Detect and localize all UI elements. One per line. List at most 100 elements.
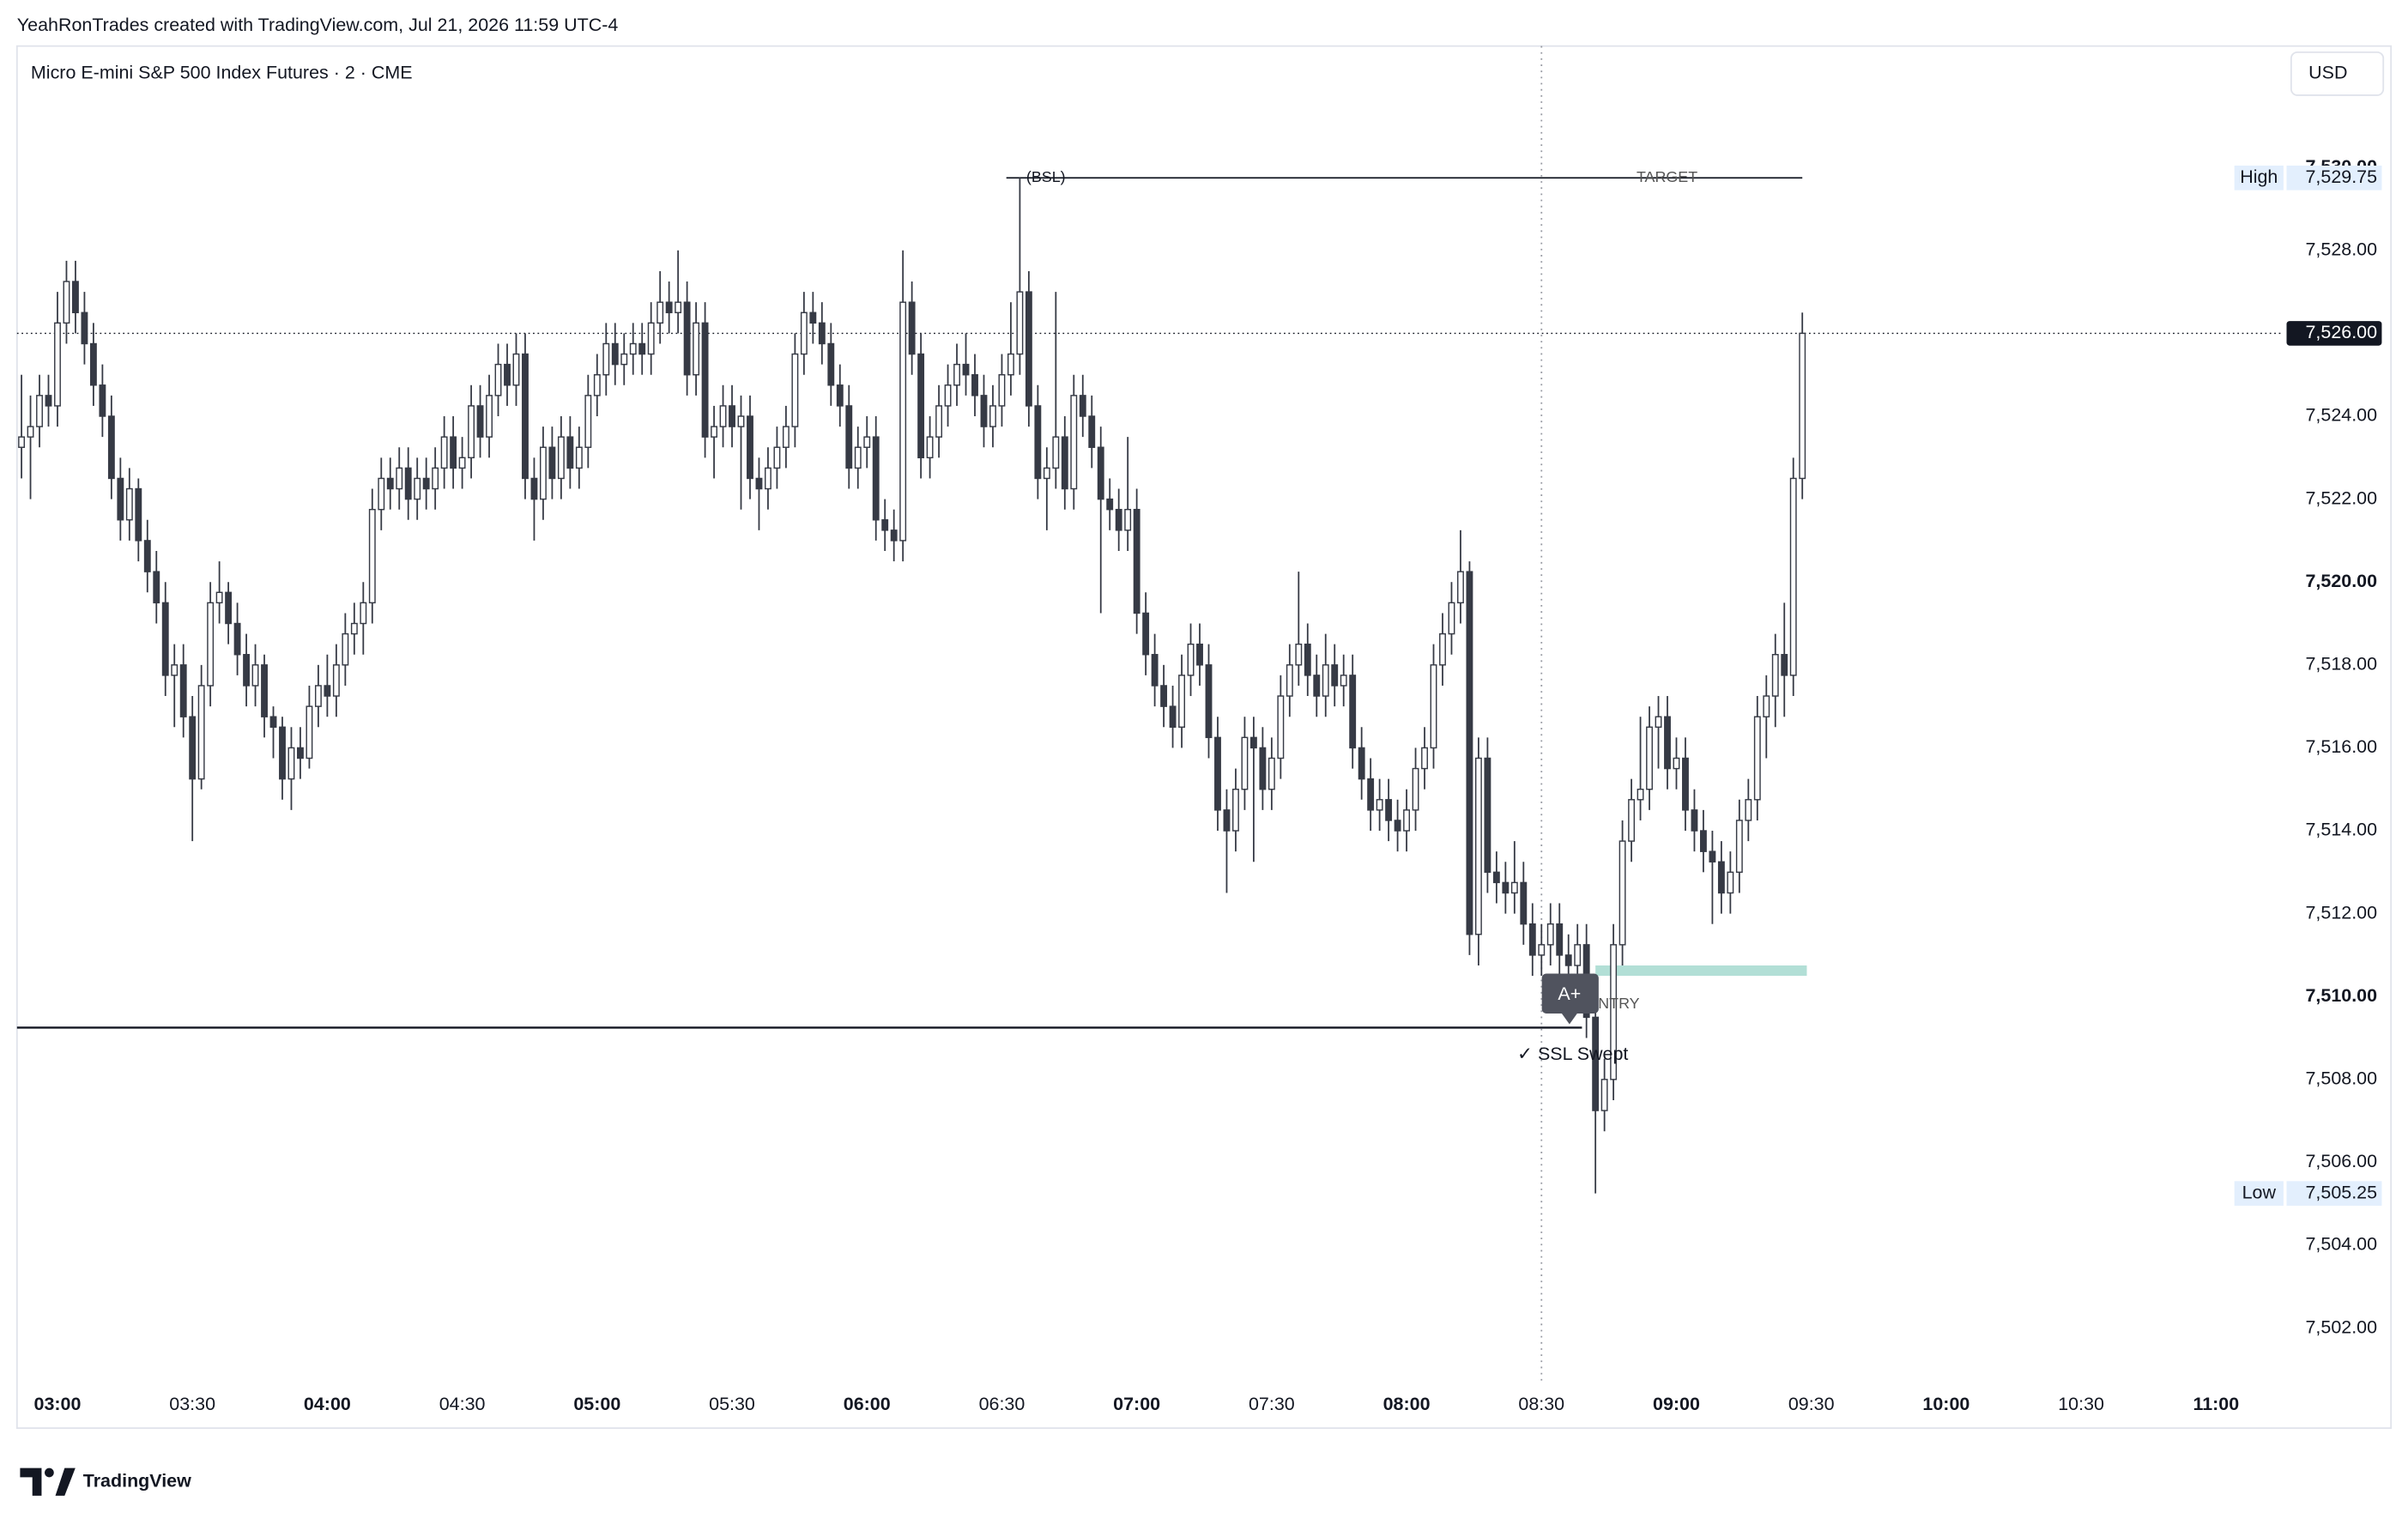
candle-body — [89, 342, 97, 386]
x-tick-label: 09:30 — [1788, 1394, 1835, 1414]
candle-body — [81, 312, 88, 345]
candle-body — [360, 602, 367, 625]
plot-area — [16, 45, 2284, 1383]
candle-body — [1016, 291, 1024, 355]
target-label: TARGET — [1637, 168, 1697, 185]
logo-dot — [45, 1467, 54, 1478]
tradingview-logo: TradingView — [20, 1467, 191, 1496]
candle-body — [1340, 675, 1347, 687]
candle-body — [1556, 923, 1564, 956]
candle-body — [63, 281, 70, 324]
candle-body — [1268, 757, 1275, 790]
y-tick-label: 7,516.00 — [2305, 736, 2377, 757]
candle-body — [504, 363, 511, 386]
candle-body — [1277, 695, 1285, 759]
candle-body — [27, 426, 34, 438]
x-tick-label: 06:30 — [979, 1394, 1026, 1414]
candle-body — [1403, 809, 1411, 832]
x-tick-label: 10:30 — [2058, 1394, 2104, 1414]
x-tick-label: 11:00 — [2193, 1394, 2239, 1414]
candle-body — [1249, 736, 1257, 749]
candle-body — [261, 664, 268, 717]
candle-body — [350, 622, 358, 635]
price-label-value: 7,505.25 — [2305, 1182, 2377, 1202]
candle-body — [1574, 944, 1582, 966]
candle-body — [1492, 871, 1500, 884]
candle-body — [881, 519, 889, 531]
candle-body — [432, 467, 439, 490]
candle-body — [719, 405, 727, 427]
price-label-box — [2286, 1181, 2382, 1206]
candle-body — [332, 664, 340, 697]
candle-body — [647, 322, 655, 355]
y-tick-label: 7,510.00 — [2305, 985, 2377, 1006]
candle-body — [1196, 643, 1203, 666]
candle-body — [818, 322, 826, 345]
candle-body — [1781, 654, 1788, 676]
badge — [1541, 973, 1599, 1014]
x-tick-label: 07:30 — [1249, 1394, 1295, 1414]
candle-body — [1214, 736, 1221, 811]
candle-body — [125, 487, 133, 521]
candle-body — [1564, 954, 1572, 966]
candle-body — [557, 436, 565, 480]
candle-body — [1178, 675, 1185, 728]
candle-body — [1223, 809, 1231, 832]
candle-body — [1385, 799, 1393, 821]
currency-button[interactable] — [2290, 51, 2385, 96]
price-label-value: 7,529.75 — [2305, 166, 2377, 187]
candle-body — [836, 384, 844, 407]
candle-body — [207, 602, 215, 687]
candle-body — [215, 591, 223, 604]
x-tick-label: 03:30 — [169, 1394, 215, 1414]
candle-body — [971, 373, 978, 396]
candle-body — [791, 353, 799, 427]
candle-body — [396, 467, 403, 490]
candle-body — [476, 405, 484, 438]
y-tick-label: 7,518.00 — [2305, 653, 2377, 674]
y-tick-label: 7,528.00 — [2305, 239, 2377, 259]
x-tick-label: 04:30 — [439, 1394, 486, 1414]
candle-body — [1735, 820, 1743, 874]
candle-body — [701, 322, 709, 438]
candle-body — [512, 353, 520, 386]
last-price-label: 7,526.00 — [2305, 322, 2377, 342]
symbol-title[interactable]: Micro E-mini S&P 500 Index Futures · 2 ·… — [31, 63, 413, 83]
logo-text: TradingView — [83, 1470, 191, 1491]
y-tick-label: 7,502.00 — [2305, 1316, 2377, 1337]
candle-body — [773, 446, 781, 469]
candle-body — [1699, 830, 1707, 852]
candle-body — [1376, 799, 1383, 811]
candle-body — [1610, 944, 1618, 1080]
last-price-box — [2286, 321, 2382, 346]
candle-body — [197, 685, 205, 780]
candle-body — [908, 301, 916, 355]
currency-label[interactable]: USD — [2308, 63, 2347, 83]
candle-body — [539, 446, 547, 500]
candle-body — [1367, 778, 1375, 811]
candle-body — [1241, 736, 1249, 790]
candle-body — [404, 467, 412, 500]
candle-body — [1115, 508, 1122, 531]
candle-body — [782, 426, 790, 448]
candle-body — [107, 415, 115, 480]
candle-body — [620, 353, 628, 366]
candle-body — [1025, 291, 1032, 407]
candle-body — [414, 477, 421, 500]
candle-body — [1538, 944, 1546, 956]
candle-body — [314, 685, 322, 707]
x-tick-label: 03:00 — [34, 1394, 82, 1414]
candle-body — [269, 716, 277, 728]
entry-zone — [1595, 965, 1807, 977]
candle-body — [584, 395, 592, 448]
annotations: (BSL) TARGET ENTRY A+ ✓ SSL Swept — [1026, 168, 1697, 1064]
candle-body — [36, 395, 43, 427]
candle-body — [1637, 789, 1644, 801]
price-label-name-box — [2234, 165, 2284, 191]
candle-body — [1394, 820, 1401, 832]
x-tick-label: 05:30 — [709, 1394, 755, 1414]
candle-body — [683, 301, 691, 376]
candle-body — [629, 342, 637, 355]
candle-body — [693, 322, 700, 376]
candle-body — [566, 436, 574, 469]
